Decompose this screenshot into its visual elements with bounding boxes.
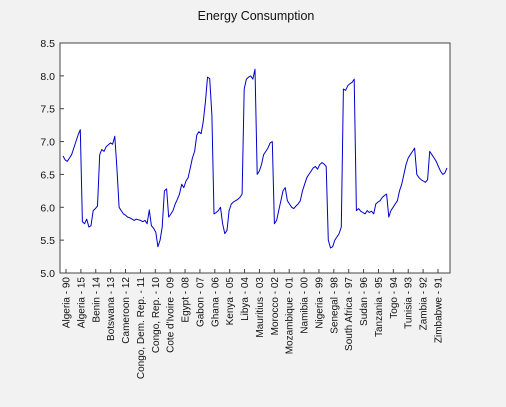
x-axis: Algeria - 90 Algeria - 15 Benin - 14 Botswa… [62,269,445,379]
x-tick-label: Namibia - 00 [300,277,311,334]
x-tick-label: Morocco - 02 [270,277,281,336]
y-tick-label: 5.5 [40,235,55,247]
x-tick-label: Tanzania - 95 [374,277,385,337]
y-tick-label: 6.0 [40,202,55,214]
x-tick-label: Senegal - 98 [329,277,340,334]
x-tick-label: Togo - 94 [389,277,400,319]
x-tick-label: Sudan - 96 [359,277,370,326]
x-tick-label: Ghana - 06 [210,277,221,327]
x-tick-label: Nigeria - 99 [314,277,325,329]
x-tick-label: Zimbabwe - 91 [434,277,445,344]
x-tick-label: Benin - 14 [91,277,102,323]
y-tick-label: 8.0 [40,71,55,83]
x-tick-label: Cameroon - 12 [121,277,132,344]
x-tick-label: Mauritius - 03 [255,277,266,338]
y-tick-label: 6.5 [40,169,55,181]
x-tick-label: Botswana - 13 [106,277,117,341]
x-tick-label: Mozambique - 01 [285,277,296,355]
x-tick-label: Kenya - 05 [225,277,236,326]
x-tick-label: Tunisia - 93 [404,277,415,329]
x-tick-label: Cote d'Ivoire - 09 [166,277,177,353]
x-tick-label: Libya - 04 [240,277,251,321]
x-tick-label: Zambia - 92 [419,277,430,331]
y-tick-label: 5.0 [40,268,55,280]
y-axis: 5.0 5.5 6.0 6.5 7.0 7.5 8.0 8.5 [40,38,64,280]
chart-title: Energy Consumption [198,9,315,23]
series-line [62,68,448,249]
y-tick-label: 7.0 [40,137,55,149]
x-tick-label: Egypt - 08 [181,277,192,323]
x-tick-label: Algeria - 15 [76,277,87,329]
y-tick-label: 8.5 [40,38,55,50]
x-tick-label: Algeria - 90 [62,277,73,329]
x-tick-label: Congo, Rep. - 10 [151,277,162,354]
x-tick-label: South Africa - 97 [344,277,355,351]
x-tick-label: Gabon - 07 [195,277,206,327]
y-tick-label: 7.5 [40,104,55,116]
x-tick-label: Congo, Dem. Rep. - 11 [136,277,147,380]
